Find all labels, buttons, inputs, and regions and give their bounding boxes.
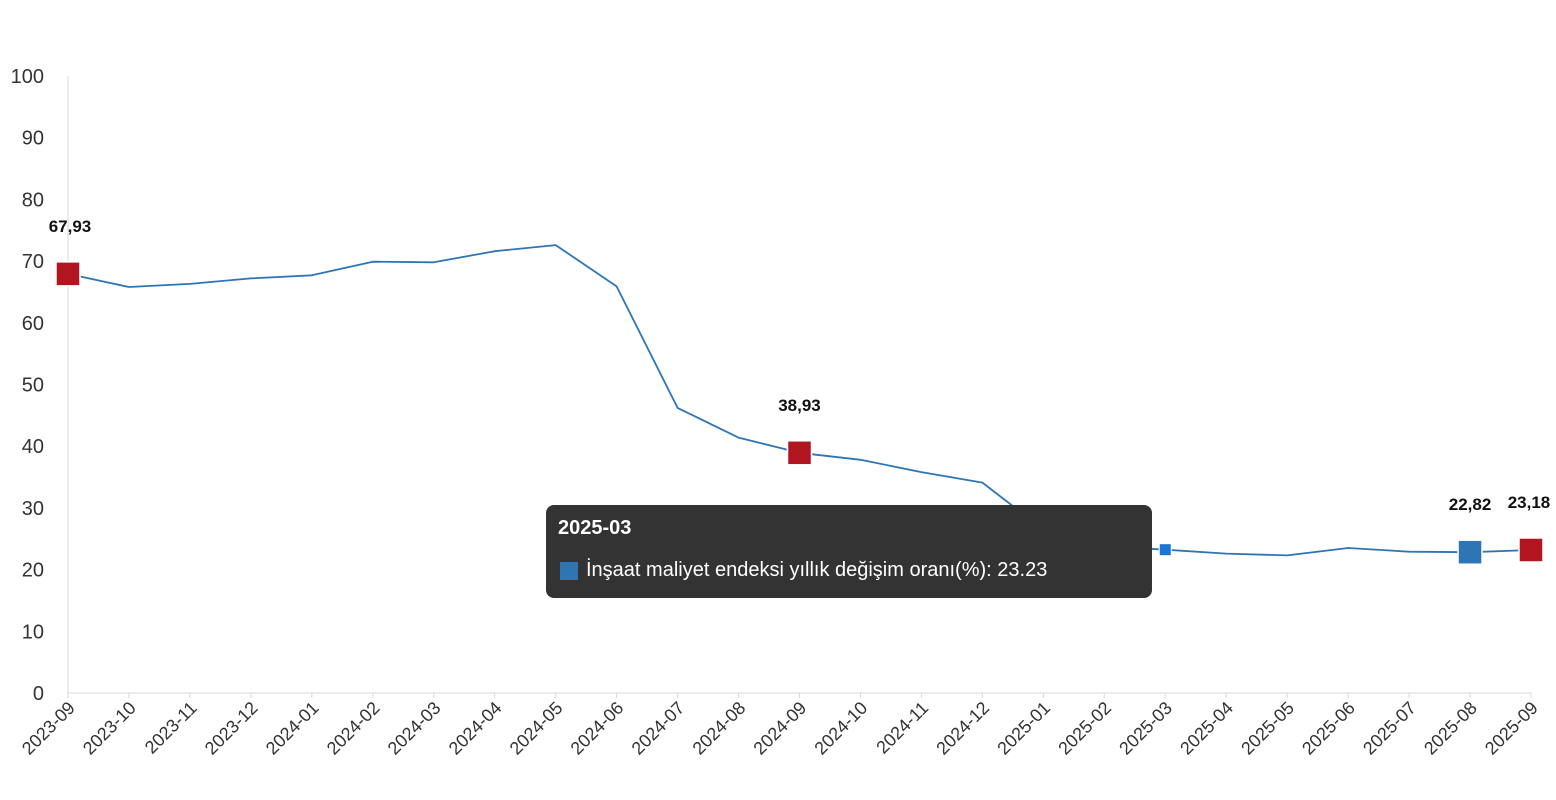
tooltip-value: 23.23 [997,559,1048,581]
y-axis: 0 10 20 30 40 50 60 70 80 90 100 [11,66,69,705]
x-tick-label: 2024-08 [689,698,750,759]
highlight-marker [1457,539,1483,565]
x-tick-label: 2024-02 [323,698,384,759]
x-tick-label: 2025-01 [993,698,1054,759]
y-tick-label: 0 [33,683,44,705]
tooltip-series-name: İnşaat maliyet endeksi yıllık değişim or… [586,559,987,581]
x-tick-label: 2023-12 [201,698,262,759]
tooltip-title: 2025-03 [558,517,632,539]
y-tick-label: 60 [22,313,44,335]
data-label: 23,18 [1508,493,1551,512]
x-tick-label: 2025-08 [1420,698,1481,759]
x-tick-label: 2024-06 [567,698,628,759]
chart-tooltip: 2025-03 İnşaat maliyet endeksi yıllık de… [546,505,1152,598]
tooltip-row: İnşaat maliyet endeksi yıllık değişim or… [560,559,1047,582]
y-tick-label: 100 [11,66,44,88]
y-tick-label: 30 [22,498,44,520]
highlight-marker [1518,537,1544,563]
y-tick-label: 10 [22,621,44,643]
x-tick-label: 2025-02 [1054,698,1115,759]
data-label: 67,93 [49,217,92,236]
x-tick-label: 2024-12 [932,698,993,759]
x-tick-label: 2024-04 [445,698,506,759]
marker-layer [55,261,1544,565]
x-tick-label: 2025-03 [1115,698,1176,759]
highlight-marker [786,440,813,466]
x-tick-label: 2024-07 [628,698,689,759]
highlight-marker [55,261,81,287]
y-tick-label: 40 [22,436,44,458]
x-tick-label: 2024-05 [506,698,567,759]
data-label: 38,93 [778,396,821,415]
x-tick-label: 2024-10 [810,698,871,759]
data-label-layer: 67,93 38,93 22,82 23,18 [49,217,1551,514]
x-tick-label: 2025-09 [1481,698,1542,759]
x-tick-label: 2023-10 [79,698,140,759]
active-point-marker [1158,543,1172,557]
x-tick-label: 2023-11 [141,698,201,758]
tooltip-separator: : [986,559,998,581]
x-axis: 2023-09 2023-10 2023-11 2023-12 2024-01 2024-… [18,692,1542,759]
x-tick-label: 2024-09 [749,698,810,759]
x-tick-label: 2025-06 [1298,698,1359,759]
y-tick-label: 70 [22,251,44,273]
y-tick-label: 80 [22,189,44,211]
x-tick-label: 2024-01 [262,698,323,759]
tooltip-series-swatch [560,561,578,580]
x-tick-label: 2025-05 [1237,698,1298,759]
x-tick-label: 2024-03 [384,698,445,759]
x-tick-label: 2025-04 [1176,698,1237,759]
y-tick-label: 50 [22,375,44,397]
data-label: 22,82 [1449,495,1492,514]
x-tick-label: 2023-09 [18,698,79,759]
y-tick-label: 20 [22,560,44,582]
x-tick-label: 2025-07 [1359,698,1420,759]
x-tick-label: 2024-11 [872,698,932,758]
y-tick-label: 90 [22,128,44,150]
